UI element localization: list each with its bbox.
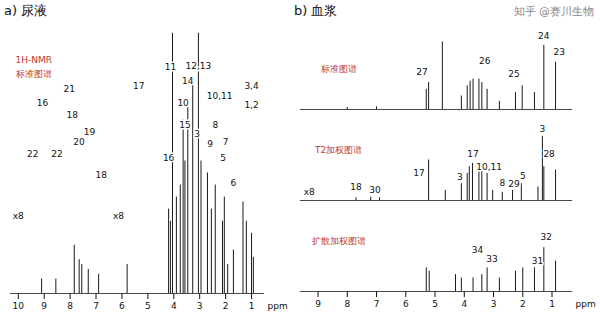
svg-text:2: 2: [520, 299, 526, 309]
svg-text:10,11: 10,11: [476, 162, 502, 172]
svg-text:1: 1: [549, 299, 555, 309]
svg-text:3: 3: [194, 129, 200, 139]
svg-text:3: 3: [540, 124, 546, 134]
svg-text:3: 3: [457, 172, 463, 182]
svg-text:18: 18: [66, 110, 78, 120]
svg-text:10: 10: [13, 301, 25, 311]
svg-text:18: 18: [95, 170, 107, 180]
svg-text:31: 31: [532, 256, 543, 266]
svg-text:5: 5: [432, 299, 438, 309]
svg-text:1: 1: [249, 301, 255, 311]
svg-text:16: 16: [37, 98, 49, 108]
svg-text:3,4: 3,4: [244, 81, 259, 91]
svg-text:20: 20: [73, 137, 85, 147]
svg-text:33: 33: [486, 254, 497, 264]
svg-text:34: 34: [472, 245, 484, 255]
svg-text:5: 5: [520, 171, 526, 181]
svg-text:30: 30: [369, 185, 381, 195]
svg-text:8: 8: [67, 301, 73, 311]
svg-text:x8: x8: [304, 187, 315, 197]
svg-text:8: 8: [499, 178, 505, 188]
svg-text:9: 9: [315, 299, 321, 309]
svg-text:17: 17: [133, 81, 144, 91]
svg-text:29: 29: [508, 179, 520, 189]
svg-text:ppm: ppm: [576, 299, 596, 309]
svg-text:22: 22: [51, 149, 62, 159]
svg-text:x8: x8: [113, 211, 124, 221]
svg-text:9: 9: [41, 301, 47, 311]
svg-text:6: 6: [119, 301, 125, 311]
svg-text:5: 5: [220, 153, 226, 163]
svg-text:标准图谱: 标准图谱: [15, 69, 52, 79]
svg-text:12,13: 12,13: [186, 61, 212, 71]
svg-text:6: 6: [403, 299, 409, 309]
svg-text:1,2: 1,2: [244, 100, 258, 110]
svg-text:25: 25: [508, 69, 519, 79]
svg-text:16: 16: [163, 153, 175, 163]
svg-text:32: 32: [540, 232, 551, 242]
svg-text:3: 3: [197, 301, 203, 311]
html-text:b) 血浆: b) 血浆: [294, 3, 338, 18]
svg-text:7: 7: [93, 301, 99, 311]
svg-text:11: 11: [165, 62, 176, 72]
svg-text:3: 3: [491, 299, 497, 309]
svg-text:4: 4: [171, 301, 177, 311]
svg-text:22: 22: [27, 149, 38, 159]
svg-text:7: 7: [374, 299, 380, 309]
svg-text:6: 6: [231, 178, 237, 188]
svg-text:8: 8: [212, 120, 218, 130]
svg-text:17: 17: [413, 168, 424, 178]
svg-text:扩散加权图谱: 扩散加权图谱: [312, 236, 366, 246]
html-text:知乎 @赛川生物: 知乎 @赛川生物: [513, 4, 594, 18]
svg-text:9: 9: [207, 139, 213, 149]
svg-text:8: 8: [344, 299, 350, 309]
svg-text:14: 14: [182, 76, 194, 86]
svg-text:27: 27: [416, 67, 427, 77]
svg-text:x8: x8: [13, 211, 24, 221]
svg-text:23: 23: [554, 47, 565, 57]
svg-text:28: 28: [543, 149, 555, 159]
html-text:a) 尿液: a) 尿液: [4, 3, 48, 18]
svg-text:5: 5: [145, 301, 151, 311]
svg-text:10,11: 10,11: [207, 91, 233, 101]
svg-text:1H-NMR: 1H-NMR: [16, 55, 53, 65]
svg-text:7: 7: [223, 137, 229, 147]
svg-text:17: 17: [467, 149, 478, 159]
svg-text:24: 24: [538, 31, 550, 41]
svg-text:2: 2: [223, 301, 229, 311]
svg-text:26: 26: [479, 56, 491, 66]
svg-text:10: 10: [177, 98, 189, 108]
svg-text:ppm: ppm: [268, 301, 288, 311]
svg-text:15: 15: [179, 120, 190, 130]
svg-text:19: 19: [84, 127, 96, 137]
svg-text:18: 18: [350, 182, 362, 192]
svg-text:T2加权图谱: T2加权图谱: [314, 145, 362, 155]
svg-text:4: 4: [461, 299, 467, 309]
svg-text:标准图谱: 标准图谱: [320, 64, 357, 74]
svg-text:21: 21: [64, 84, 75, 94]
